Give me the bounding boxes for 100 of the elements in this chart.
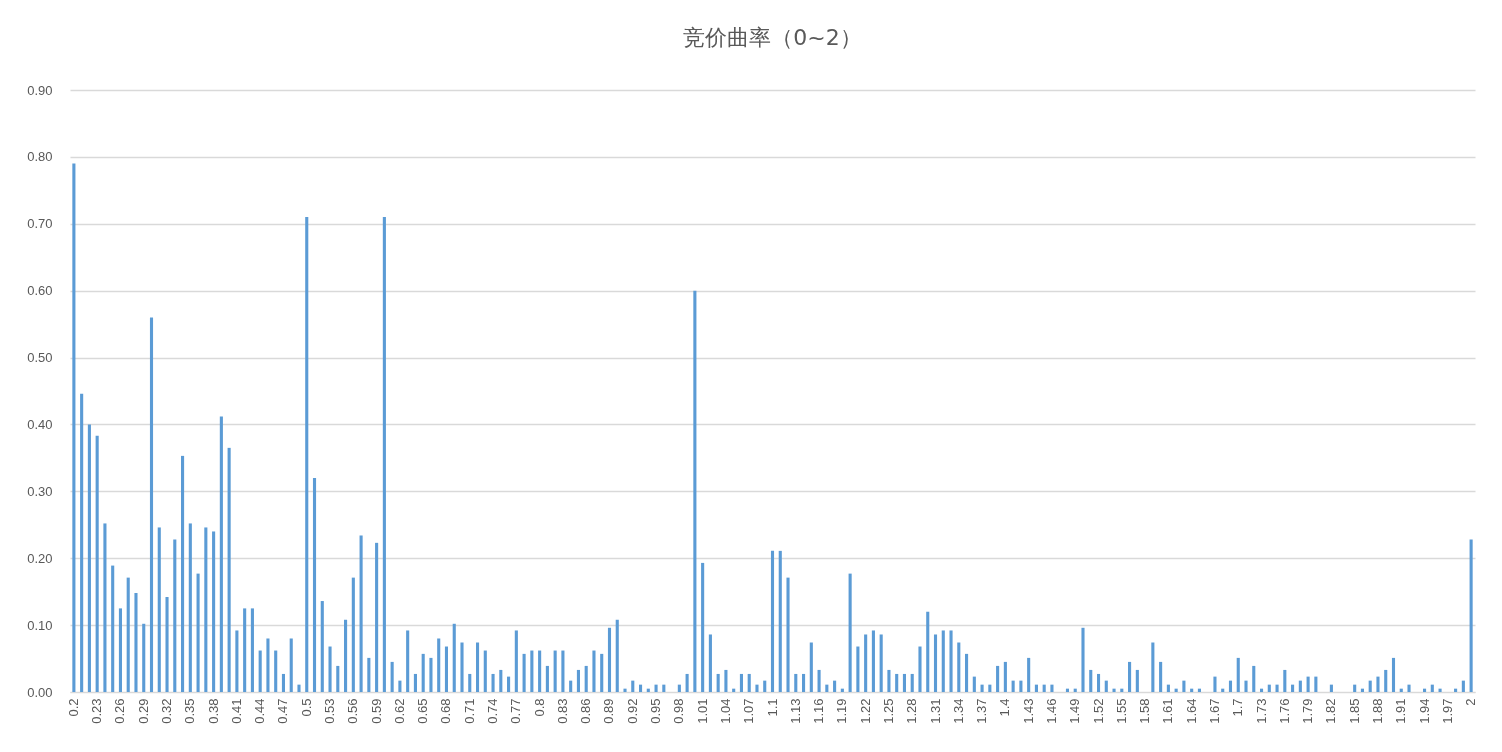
bar bbox=[336, 665, 340, 692]
x-tick-label: 0.35 bbox=[182, 698, 198, 724]
bar bbox=[413, 673, 417, 692]
bar bbox=[879, 634, 883, 692]
bar bbox=[646, 688, 650, 692]
bar bbox=[600, 653, 604, 692]
x-tick-label: 0.86 bbox=[578, 698, 594, 724]
bar bbox=[483, 650, 487, 692]
x-tick-label: 1.19 bbox=[834, 698, 850, 724]
bar bbox=[996, 665, 1000, 692]
bar bbox=[910, 673, 914, 692]
x-tick-label: 1.73 bbox=[1253, 698, 1269, 724]
bar bbox=[701, 562, 705, 692]
bar bbox=[638, 684, 643, 692]
x-tick-label: 1.82 bbox=[1323, 698, 1339, 724]
bar bbox=[1019, 680, 1023, 692]
x-tick-label: 1.37 bbox=[974, 698, 990, 724]
y-tick-label: 0.50 bbox=[27, 350, 53, 366]
bar bbox=[281, 673, 286, 692]
bar bbox=[235, 630, 239, 692]
x-tick-label: 1.91 bbox=[1393, 698, 1409, 724]
bar bbox=[103, 523, 107, 692]
y-tick-label: 0.30 bbox=[27, 483, 53, 499]
bar bbox=[297, 684, 301, 692]
bar bbox=[716, 673, 720, 692]
bar bbox=[522, 653, 526, 692]
bar bbox=[902, 673, 907, 692]
bar bbox=[654, 684, 658, 692]
bar bbox=[802, 673, 806, 692]
bar bbox=[258, 650, 262, 692]
x-tick-label: 1.97 bbox=[1439, 698, 1455, 724]
x-tick-label: 0.59 bbox=[368, 698, 384, 724]
bar bbox=[219, 416, 223, 692]
bar bbox=[1213, 676, 1217, 692]
bar bbox=[1306, 676, 1310, 692]
bar bbox=[142, 623, 146, 692]
bar bbox=[406, 630, 410, 692]
bar bbox=[398, 680, 402, 692]
bar bbox=[965, 653, 969, 692]
bar bbox=[367, 657, 371, 692]
bar bbox=[1244, 680, 1248, 692]
bar bbox=[1430, 684, 1434, 692]
x-tick-label: 0.29 bbox=[135, 698, 151, 724]
bar bbox=[972, 676, 976, 692]
bar bbox=[1283, 669, 1287, 692]
x-tick-label: 1.34 bbox=[950, 698, 966, 724]
bar bbox=[1298, 680, 1302, 692]
bar bbox=[1469, 539, 1473, 692]
bar bbox=[871, 630, 875, 692]
bar bbox=[1128, 661, 1132, 692]
bar bbox=[1353, 684, 1357, 692]
bar bbox=[732, 688, 736, 692]
bar bbox=[1065, 688, 1070, 692]
bar bbox=[1034, 684, 1038, 692]
bar bbox=[988, 684, 992, 692]
bar bbox=[569, 680, 573, 692]
x-tick-label: 1.76 bbox=[1276, 698, 1292, 724]
bar bbox=[607, 627, 612, 692]
bar bbox=[840, 688, 844, 692]
x-tick-label: 0.92 bbox=[624, 698, 640, 724]
y-tick-label: 0.40 bbox=[27, 416, 53, 432]
bar bbox=[1190, 688, 1194, 692]
x-tick-label: 1.94 bbox=[1416, 698, 1432, 724]
bar bbox=[491, 673, 495, 692]
x-tick-label: 2 bbox=[1463, 698, 1479, 706]
y-tick-label: 0.80 bbox=[27, 149, 53, 165]
bar bbox=[848, 573, 852, 692]
bar bbox=[514, 630, 518, 692]
x-tick-label: 0.74 bbox=[485, 698, 501, 724]
bar bbox=[1407, 684, 1411, 692]
x-tick-label: 1.79 bbox=[1300, 698, 1316, 724]
bar bbox=[576, 669, 580, 692]
x-tick-label: 1.22 bbox=[857, 698, 873, 724]
bar bbox=[763, 680, 767, 692]
x-tick-label: 0.41 bbox=[228, 698, 244, 724]
bar bbox=[895, 673, 899, 692]
bar bbox=[157, 527, 161, 692]
bar bbox=[134, 593, 138, 692]
bar bbox=[243, 608, 247, 692]
x-tick-label: 1.67 bbox=[1206, 698, 1222, 724]
bar bbox=[1454, 688, 1458, 692]
x-tick-label: 1.16 bbox=[811, 698, 827, 724]
x-tick-label: 0.95 bbox=[648, 698, 664, 724]
bar bbox=[926, 611, 930, 692]
bar bbox=[1368, 680, 1372, 692]
bar bbox=[444, 646, 449, 692]
bar bbox=[538, 650, 542, 692]
bar bbox=[685, 673, 689, 692]
bar bbox=[328, 646, 332, 692]
bar bbox=[1159, 661, 1163, 692]
x-tick-label: 0.98 bbox=[671, 698, 687, 724]
bar bbox=[1003, 661, 1007, 692]
x-tick-label: 0.77 bbox=[508, 698, 524, 724]
bar bbox=[631, 680, 635, 692]
x-tick-label: 0.83 bbox=[554, 698, 570, 724]
bar bbox=[1422, 688, 1427, 692]
bar bbox=[72, 163, 76, 692]
bar bbox=[918, 646, 922, 692]
bar bbox=[95, 435, 99, 692]
x-tick-label: 1.1 bbox=[764, 698, 780, 717]
